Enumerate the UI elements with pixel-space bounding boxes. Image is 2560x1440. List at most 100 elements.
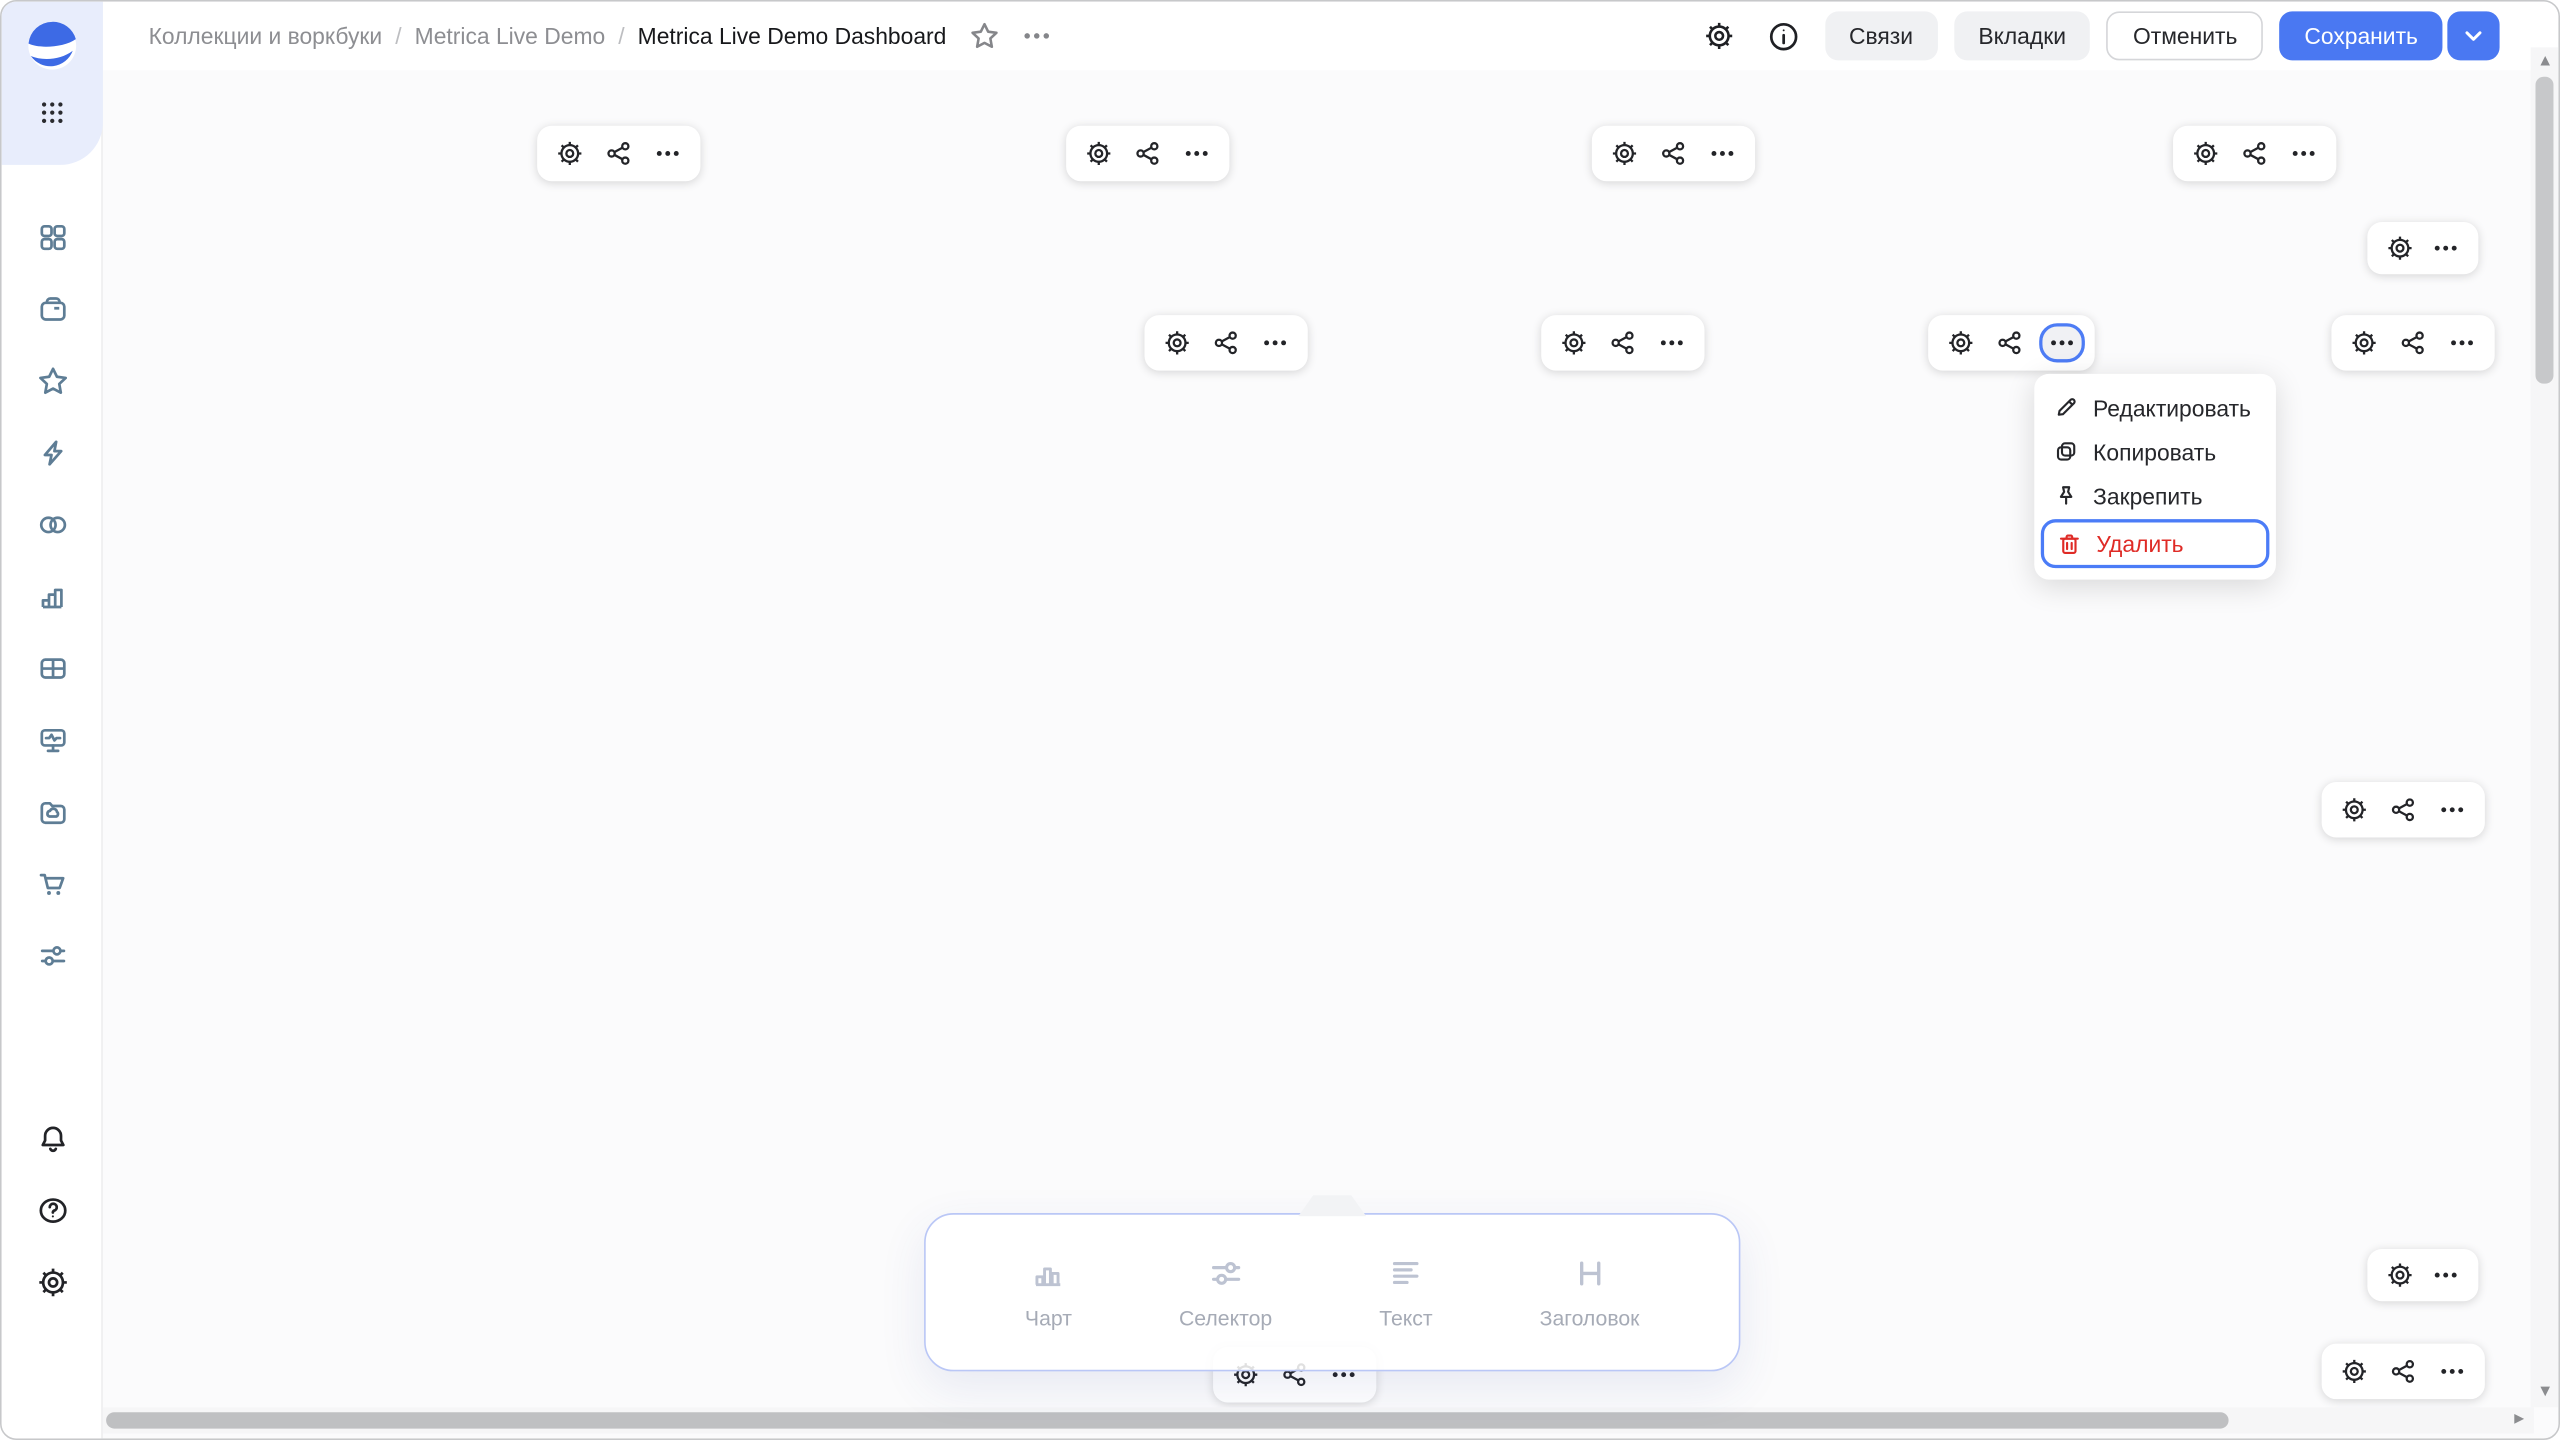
widget-actions-pill <box>537 125 701 182</box>
gear-icon[interactable] <box>1561 330 1587 356</box>
relations-icon[interactable] <box>2400 330 2426 356</box>
sidebar-item-settings[interactable] <box>33 1262 72 1301</box>
horizontal-scrollbar[interactable]: ► <box>102 1407 2534 1434</box>
vertical-scrollbar[interactable]: ▲ ▼ <box>2530 47 2559 1408</box>
apps-grid-icon <box>39 100 65 126</box>
toolbar-item-selector[interactable]: Селектор <box>1179 1255 1272 1330</box>
gear-icon[interactable] <box>1948 330 1974 356</box>
scroll-down-icon[interactable]: ▼ <box>2537 1382 2554 1401</box>
breadcrumb-dashboard: Metrica Live Demo Dashboard <box>637 22 947 49</box>
relations-icon[interactable] <box>1213 330 1239 356</box>
relations-button[interactable]: Связи <box>1824 11 1938 61</box>
add-widget-toolbar: Чарт Селектор Текст Заголовок <box>924 1195 1741 1372</box>
toolbar-item-chart[interactable]: Чарт <box>1025 1255 1072 1330</box>
breadcrumb-separator: / <box>395 22 402 49</box>
menu-item-pencil[interactable]: Редактировать <box>2034 385 2276 429</box>
relations-icon[interactable] <box>1997 330 2023 356</box>
favorites-icon <box>37 365 68 396</box>
toolbar-item-label: Заголовок <box>1539 1305 1640 1330</box>
more-menu-icon[interactable] <box>2449 330 2475 356</box>
sidebar-item-help[interactable] <box>33 1190 72 1229</box>
toolbar-handle[interactable] <box>1298 1195 1367 1217</box>
gear-icon[interactable] <box>1164 330 1190 356</box>
dashboards-icon <box>37 724 68 755</box>
vertical-scrollbar-thumb[interactable] <box>2535 76 2554 384</box>
scroll-up-icon[interactable]: ▲ <box>2537 52 2554 71</box>
sidebar-item-collections[interactable] <box>33 217 72 256</box>
more-menu-icon[interactable] <box>655 140 681 166</box>
gear-icon[interactable] <box>2387 235 2413 261</box>
services-icon <box>37 940 68 971</box>
sidebar-item-dashboards[interactable] <box>33 720 72 759</box>
menu-item-copy[interactable]: Копировать <box>2034 429 2276 473</box>
menu-item-pin[interactable]: Закрепить <box>2034 473 2276 517</box>
datalens-logo[interactable] <box>24 18 80 74</box>
toolbar-item-text[interactable]: Текст <box>1379 1255 1433 1330</box>
breadcrumb: Коллекции и воркбуки / Metrica Live Demo… <box>149 2 1051 71</box>
cancel-button[interactable]: Отменить <box>2106 11 2264 61</box>
menu-item-trash[interactable]: Удалить <box>2040 519 2270 569</box>
sidebar-item-workbooks[interactable] <box>33 289 72 328</box>
gear-icon[interactable] <box>2341 797 2367 823</box>
breadcrumb-collections[interactable]: Коллекции и воркбуки <box>148 22 383 49</box>
relations-icon[interactable] <box>2242 140 2268 166</box>
more-menu-icon[interactable] <box>1262 330 1288 356</box>
relations-icon[interactable] <box>606 140 632 166</box>
chevron-down-icon <box>2460 23 2486 49</box>
menu-item-label: Закрепить <box>2093 482 2203 509</box>
gear-icon[interactable] <box>1611 140 1637 166</box>
scroll-right-icon[interactable]: ► <box>2511 1410 2528 1429</box>
tables-icon <box>37 652 68 683</box>
sidebar-item-favorites[interactable] <box>33 361 72 400</box>
more-menu-button-active[interactable] <box>2039 323 2085 363</box>
more-menu-icon[interactable] <box>2291 140 2317 166</box>
tabs-button[interactable]: Вкладки <box>1953 11 2091 61</box>
sidebar-item-notifications[interactable] <box>33 1118 72 1157</box>
relations-icon[interactable] <box>2390 1358 2416 1384</box>
more-menu-icon[interactable] <box>2433 235 2459 261</box>
sidebar-item-services[interactable] <box>33 936 72 975</box>
sidebar-item-marketplace[interactable] <box>33 864 72 903</box>
notifications-icon <box>37 1122 68 1153</box>
relations-icon[interactable] <box>2390 797 2416 823</box>
trash-icon <box>2057 531 2081 555</box>
gear-icon[interactable] <box>2193 140 2219 166</box>
horizontal-scrollbar-thumb[interactable] <box>106 1412 2229 1429</box>
toolbar-item-label: Текст <box>1379 1305 1433 1330</box>
more-menu-icon[interactable] <box>1709 140 1735 166</box>
sidebar-item-editor[interactable] <box>33 433 72 472</box>
more-menu-icon[interactable] <box>1184 140 1210 166</box>
gear-icon[interactable] <box>2351 330 2377 356</box>
toolbar-item-heading[interactable]: Заголовок <box>1539 1255 1640 1330</box>
apps-grid-button[interactable] <box>39 100 65 126</box>
favorite-star-icon[interactable] <box>969 21 998 50</box>
widget-actions-pill <box>1541 315 1705 371</box>
editor-icon <box>37 437 68 468</box>
relations-icon[interactable] <box>1660 140 1686 166</box>
relations-icon[interactable] <box>1610 330 1636 356</box>
save-menu-button[interactable] <box>2447 11 2500 61</box>
toolbar-item-label: Селектор <box>1178 1305 1273 1330</box>
sidebar-item-tables[interactable] <box>33 648 72 687</box>
more-menu-icon[interactable] <box>2433 1262 2459 1288</box>
gear-icon[interactable] <box>2341 1358 2367 1384</box>
gear-icon <box>1704 21 1733 50</box>
sidebar-item-datasets[interactable] <box>33 504 72 543</box>
more-menu-icon[interactable] <box>2439 797 2465 823</box>
gear-icon[interactable] <box>557 140 583 166</box>
toolbar-item-label: Чарт <box>1024 1305 1072 1330</box>
sidebar-item-storage[interactable] <box>33 792 72 831</box>
more-menu-icon[interactable] <box>1659 330 1685 356</box>
more-menu-icon[interactable] <box>2439 1358 2465 1384</box>
gear-icon[interactable] <box>1086 140 1112 166</box>
save-button[interactable]: Сохранить <box>2279 11 2443 61</box>
relations-icon[interactable] <box>1135 140 1161 166</box>
breadcrumb-workbook[interactable]: Metrica Live Demo <box>414 22 606 49</box>
gear-icon[interactable] <box>2387 1262 2413 1288</box>
more-menu-icon[interactable] <box>1022 21 1051 50</box>
settings-gear-button[interactable] <box>1694 11 1743 60</box>
sidebar-item-charts[interactable] <box>33 576 72 615</box>
pencil-icon <box>2054 395 2078 419</box>
widget-actions-pill <box>2321 782 2485 838</box>
info-button[interactable] <box>1759 11 1808 60</box>
